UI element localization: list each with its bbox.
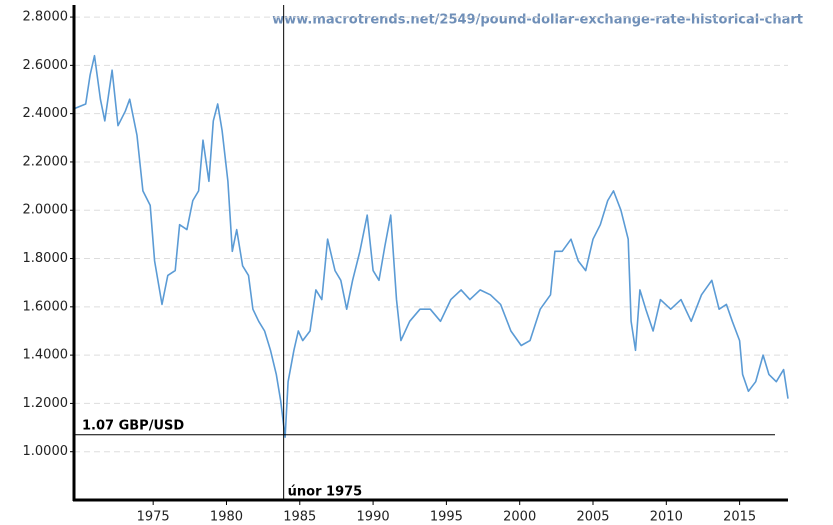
x-tick-label: 1995 bbox=[430, 510, 463, 525]
y-tick-label: 1.4000 bbox=[23, 348, 69, 363]
x-tick-label: 1980 bbox=[210, 510, 243, 525]
x-tick-label: 1985 bbox=[283, 510, 316, 525]
x-tick-label: 2005 bbox=[576, 510, 609, 525]
x-tick-label: 1990 bbox=[357, 510, 390, 525]
y-tick-label: 2.2000 bbox=[23, 154, 69, 169]
y-tick-label: 1.8000 bbox=[23, 251, 69, 266]
y-tick-label: 2.4000 bbox=[23, 106, 69, 121]
y-tick-label: 1.0000 bbox=[23, 444, 69, 459]
price-line bbox=[73, 54, 789, 438]
x-tick-label: 2015 bbox=[723, 510, 756, 525]
y-tick-label: 2.0000 bbox=[23, 203, 69, 218]
crosshair-y-label: 1.07 GBP/USD bbox=[82, 418, 184, 433]
crosshair-x-label: únor 1975 bbox=[288, 485, 363, 500]
x-tick-label: 2000 bbox=[503, 510, 536, 525]
y-tick-label: 2.8000 bbox=[23, 10, 69, 25]
x-tick-label: 2010 bbox=[650, 510, 683, 525]
y-tick-label: 2.6000 bbox=[23, 58, 69, 73]
watermark: www.macrotrends.net/2549/pound-dollar-ex… bbox=[272, 13, 803, 28]
y-tick-label: 1.6000 bbox=[23, 299, 69, 314]
x-tick-label: 1975 bbox=[137, 510, 170, 525]
y-tick-label: 1.2000 bbox=[23, 396, 69, 411]
